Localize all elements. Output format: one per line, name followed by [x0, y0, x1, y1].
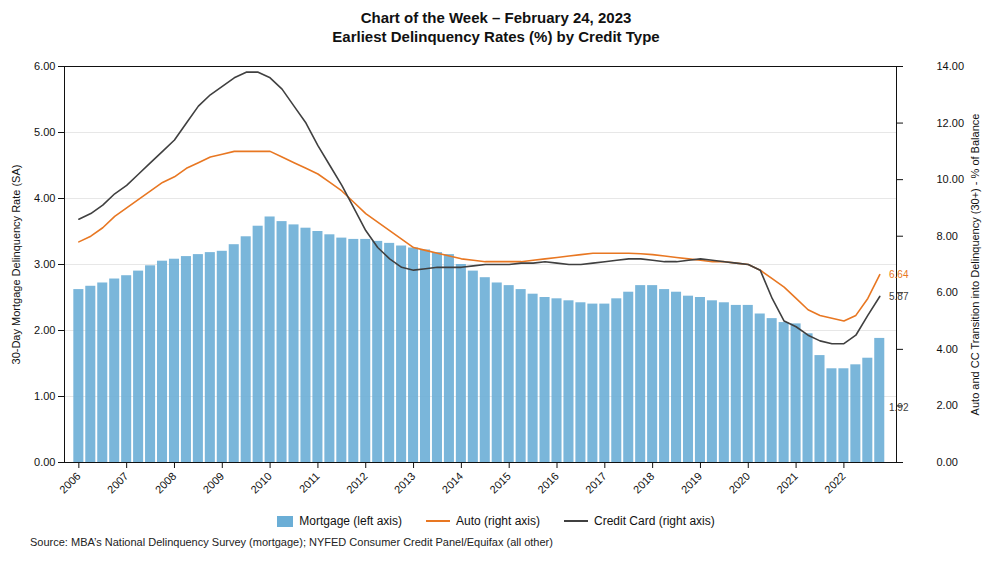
svg-text:2019: 2019	[679, 470, 705, 496]
html-text:Source: MBA’s National Delinqu: Source: MBA’s National Delinquency Surve…	[30, 536, 553, 548]
svg-text:1.00: 1.00	[34, 390, 55, 402]
svg-text:14.00: 14.00	[937, 60, 965, 72]
svg-text:2016: 2016	[535, 470, 561, 496]
svg-text:2006: 2006	[57, 470, 83, 496]
svg-text:1.92: 1.92	[889, 402, 909, 413]
html-text:Auto (right axis): Auto (right axis)	[456, 514, 540, 528]
svg-text:2.00: 2.00	[937, 399, 958, 411]
html-text:Chart of the Week – February 2: Chart of the Week – February 24, 2023	[360, 9, 632, 26]
svg-text:2021: 2021	[774, 470, 800, 496]
svg-text:2013: 2013	[392, 470, 418, 496]
svg-text:12.00: 12.00	[937, 117, 965, 129]
svg-text:2009: 2009	[200, 470, 226, 496]
svg-text:Auto and CC Transition into De: Auto and CC Transition into Delinquency …	[969, 114, 981, 416]
svg-text:2022: 2022	[822, 470, 848, 496]
svg-text:5.00: 5.00	[34, 126, 55, 138]
svg-text:0.00: 0.00	[937, 456, 958, 468]
svg-text:6.00: 6.00	[34, 60, 55, 72]
svg-text:2007: 2007	[105, 470, 131, 496]
svg-text:2008: 2008	[153, 470, 179, 496]
html-text:Earliest Delinquency Rates (%): Earliest Delinquency Rates (%) by Credit…	[332, 28, 660, 45]
svg-text:8.00: 8.00	[937, 230, 958, 242]
svg-text:2017: 2017	[583, 470, 609, 496]
svg-text:2010: 2010	[248, 470, 274, 496]
svg-text:6.00: 6.00	[937, 286, 958, 298]
html-text:Mortgage (left axis): Mortgage (left axis)	[299, 514, 402, 528]
svg-text:4.00: 4.00	[937, 343, 958, 355]
svg-text:2014: 2014	[439, 470, 465, 496]
svg-text:30-Day Mortgage Delinquency Ra: 30-Day Mortgage Delinquency Rate (SA)	[10, 165, 22, 365]
svg-text:6.64: 6.64	[889, 269, 909, 280]
svg-text:2018: 2018	[631, 470, 657, 496]
html-text:Credit Card (right axis): Credit Card (right axis)	[594, 514, 715, 528]
svg-text:0.00: 0.00	[34, 456, 55, 468]
svg-text:2020: 2020	[726, 470, 752, 496]
svg-text:4.00: 4.00	[34, 192, 55, 204]
svg-text:2.00: 2.00	[34, 324, 55, 336]
svg-text:2012: 2012	[344, 470, 370, 496]
svg-text:10.00: 10.00	[937, 173, 965, 185]
svg-text:5.87: 5.87	[889, 291, 909, 302]
svg-text:2011: 2011	[297, 470, 322, 495]
svg-text:3.00: 3.00	[34, 258, 55, 270]
svg-text:2015: 2015	[487, 470, 513, 496]
